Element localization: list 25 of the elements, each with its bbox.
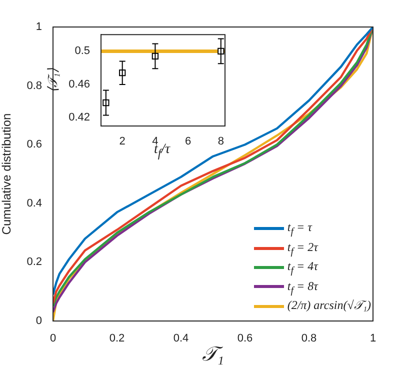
x-axis-title: 𝒯₁ — [202, 343, 224, 366]
x-tick-label: 0.4 — [173, 332, 189, 345]
legend-label: (2/π) arcsin(√𝒯₁) — [287, 298, 371, 312]
y-tick-label: 0.8 — [26, 80, 42, 92]
y-tick-label: 0.4 — [26, 197, 42, 210]
y-tick-label: 0.5 — [74, 45, 90, 58]
x-tick-label: 1 — [370, 332, 376, 345]
x-tick-label: 0.2 — [109, 332, 125, 345]
y-tick-label: 0.42 — [68, 112, 90, 124]
y-tick-label: 0.2 — [26, 256, 42, 268]
x-tick-label: 0.8 — [301, 332, 317, 345]
y-axis-title: Cumulative distribution — [0, 113, 14, 235]
x-tick-label: 2 — [119, 136, 126, 148]
y-tick-label: 0 — [36, 315, 42, 328]
x-tick-label: 8 — [218, 136, 224, 148]
x-tick-label: 0 — [50, 332, 56, 345]
x-tick-label: 0.6 — [237, 332, 253, 345]
x-tick-label: 6 — [184, 136, 192, 148]
y-tick-label: 0.46 — [68, 78, 90, 90]
legend-label: t$_{f}$ = 4τ — [287, 259, 318, 277]
y-tick-label: 1 — [36, 21, 42, 34]
legend-label: t$_{f}$ = 2τ — [287, 240, 318, 258]
point — [102, 99, 110, 106]
legend-label: t$_{f}$ = 8τ — [287, 278, 318, 296]
legend-label: t$_{f}$ = τ — [287, 220, 312, 238]
